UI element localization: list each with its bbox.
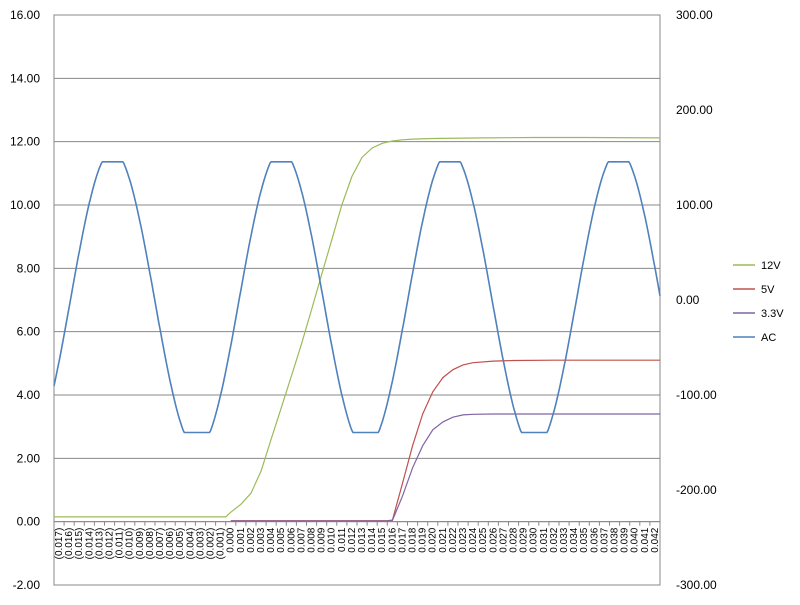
y-right-tick-label: -100.00 <box>676 388 717 402</box>
y-left-tick-label: 16.00 <box>10 8 40 22</box>
plot-area-border <box>53 14 661 586</box>
x-tick-label: 0.031 <box>539 527 550 552</box>
legend-label-3-3v: 3.3V <box>761 308 784 320</box>
x-tick-label: 0.004 <box>266 527 277 552</box>
x-tick-label: 0.009 <box>317 527 328 552</box>
x-tick-label: 0.034 <box>569 527 580 552</box>
y-right-tick-label: 0.00 <box>676 293 700 307</box>
series-line-ac <box>53 161 661 434</box>
y-left-tick-label: 8.00 <box>17 261 41 275</box>
y-right-tick-label: 300.00 <box>676 8 713 22</box>
x-tick-label: 0.036 <box>589 527 600 552</box>
x-tick-label: 0.040 <box>630 527 641 552</box>
gridlines <box>53 14 661 586</box>
x-tick-label: 0.005 <box>276 527 287 552</box>
x-tick-label: 0.032 <box>549 527 560 552</box>
x-tick-label: (0.013) <box>94 528 105 560</box>
x-tick-label: 0.042 <box>650 527 661 552</box>
x-tick-label: 0.024 <box>468 527 479 552</box>
x-tick-label: 0.022 <box>448 527 459 552</box>
x-tick-label: 0.019 <box>418 527 429 552</box>
x-tick-label: (0.003) <box>195 528 206 560</box>
axes: -2.00 0.00 2.00 4.00 6.00 8.00 10.00 12.00 14.00… <box>10 8 717 592</box>
x-tick-label: 0.027 <box>498 527 509 552</box>
x-tick-label: (0.012) <box>105 528 116 560</box>
x-tick-label: 0.028 <box>509 527 520 552</box>
y-left-tick-label: 0.00 <box>17 515 41 529</box>
y-left-tick-label: 2.00 <box>17 451 41 465</box>
y-right-tick-label: 200.00 <box>676 103 713 117</box>
x-tick-label: 0.038 <box>610 527 621 552</box>
y-left-tick-label: 4.00 <box>17 388 41 402</box>
y-left-tick-label: 12.00 <box>10 135 40 149</box>
y-right-tick-label: -300.00 <box>676 578 717 592</box>
x-tick-label: 0.010 <box>327 527 338 552</box>
x-tick-label: (0.007) <box>155 528 166 560</box>
y-left-tick-label: 14.00 <box>10 71 40 85</box>
x-tick-label: (0.016) <box>64 528 75 560</box>
x-tick-label: 0.006 <box>286 527 297 552</box>
x-tick-label: (0.001) <box>216 528 227 560</box>
x-tick-label: 0.033 <box>559 527 570 552</box>
x-tick-label: 0.008 <box>307 527 318 552</box>
series-line-3-3v <box>230 413 660 522</box>
series-line-5v <box>230 359 660 522</box>
x-tick-label: 0.013 <box>357 527 368 552</box>
x-tick-label: 0.001 <box>236 527 247 552</box>
x-tick-label: (0.008) <box>145 528 156 560</box>
x-tick-label: (0.011) <box>115 528 126 559</box>
x-tick-label: 0.003 <box>256 527 267 552</box>
x-tick-label: (0.015) <box>74 528 85 560</box>
x-tick-label: (0.002) <box>206 528 217 560</box>
x-tick-label: 0.029 <box>519 527 530 552</box>
x-tick-label: 0.007 <box>296 527 307 552</box>
x-tick-label: (0.009) <box>135 528 146 560</box>
x-tick-label: 0.014 <box>367 527 378 552</box>
legend-label-ac: AC <box>761 332 776 344</box>
y-left-tick-label: 6.00 <box>17 325 41 339</box>
x-tick-label: 0.030 <box>529 527 540 552</box>
x-tick-label: (0.005) <box>175 528 186 560</box>
y-left-tick-label: 10.00 <box>10 198 40 212</box>
x-tick-label: 0.017 <box>397 527 408 552</box>
x-tick-label: 0.015 <box>377 527 388 552</box>
series-line-12v <box>54 136 661 518</box>
y-right-tick-label: -200.00 <box>676 483 717 497</box>
x-tick-label: 0.035 <box>579 527 590 552</box>
legend: 12V 5V 3.3V AC <box>733 260 784 344</box>
x-tick-label: 0.041 <box>640 527 651 552</box>
x-tick-label: 0.021 <box>438 527 449 552</box>
x-tick-label: 0.025 <box>478 527 489 552</box>
y-left-tick-label: -2.00 <box>13 578 41 592</box>
x-tick-label: (0.014) <box>84 528 95 560</box>
x-tick-label: (0.017) <box>54 528 65 560</box>
x-tick-label: 0.037 <box>599 527 610 552</box>
x-tick-label: 0.012 <box>347 527 358 552</box>
legend-label-5v: 5V <box>761 284 775 296</box>
x-tick-label: 0.020 <box>428 527 439 552</box>
x-tick-label: 0.011 <box>337 527 348 552</box>
x-tick-label: 0.002 <box>246 527 257 552</box>
x-tick-label: 0.026 <box>488 527 499 552</box>
x-tick-label: (0.006) <box>165 528 176 560</box>
series-lines <box>53 136 661 522</box>
x-tick-label: 0.000 <box>226 527 237 552</box>
x-tick-label: (0.010) <box>125 528 136 560</box>
legend-label-12v: 12V <box>761 260 781 272</box>
x-tick-label: 0.039 <box>620 527 631 552</box>
x-tick-label: 0.016 <box>387 527 398 552</box>
x-tick-label: 0.018 <box>408 527 419 552</box>
x-tick-label: 0.023 <box>458 527 469 552</box>
y-right-tick-label: 100.00 <box>676 198 713 212</box>
x-tick-label: (0.004) <box>185 528 196 560</box>
